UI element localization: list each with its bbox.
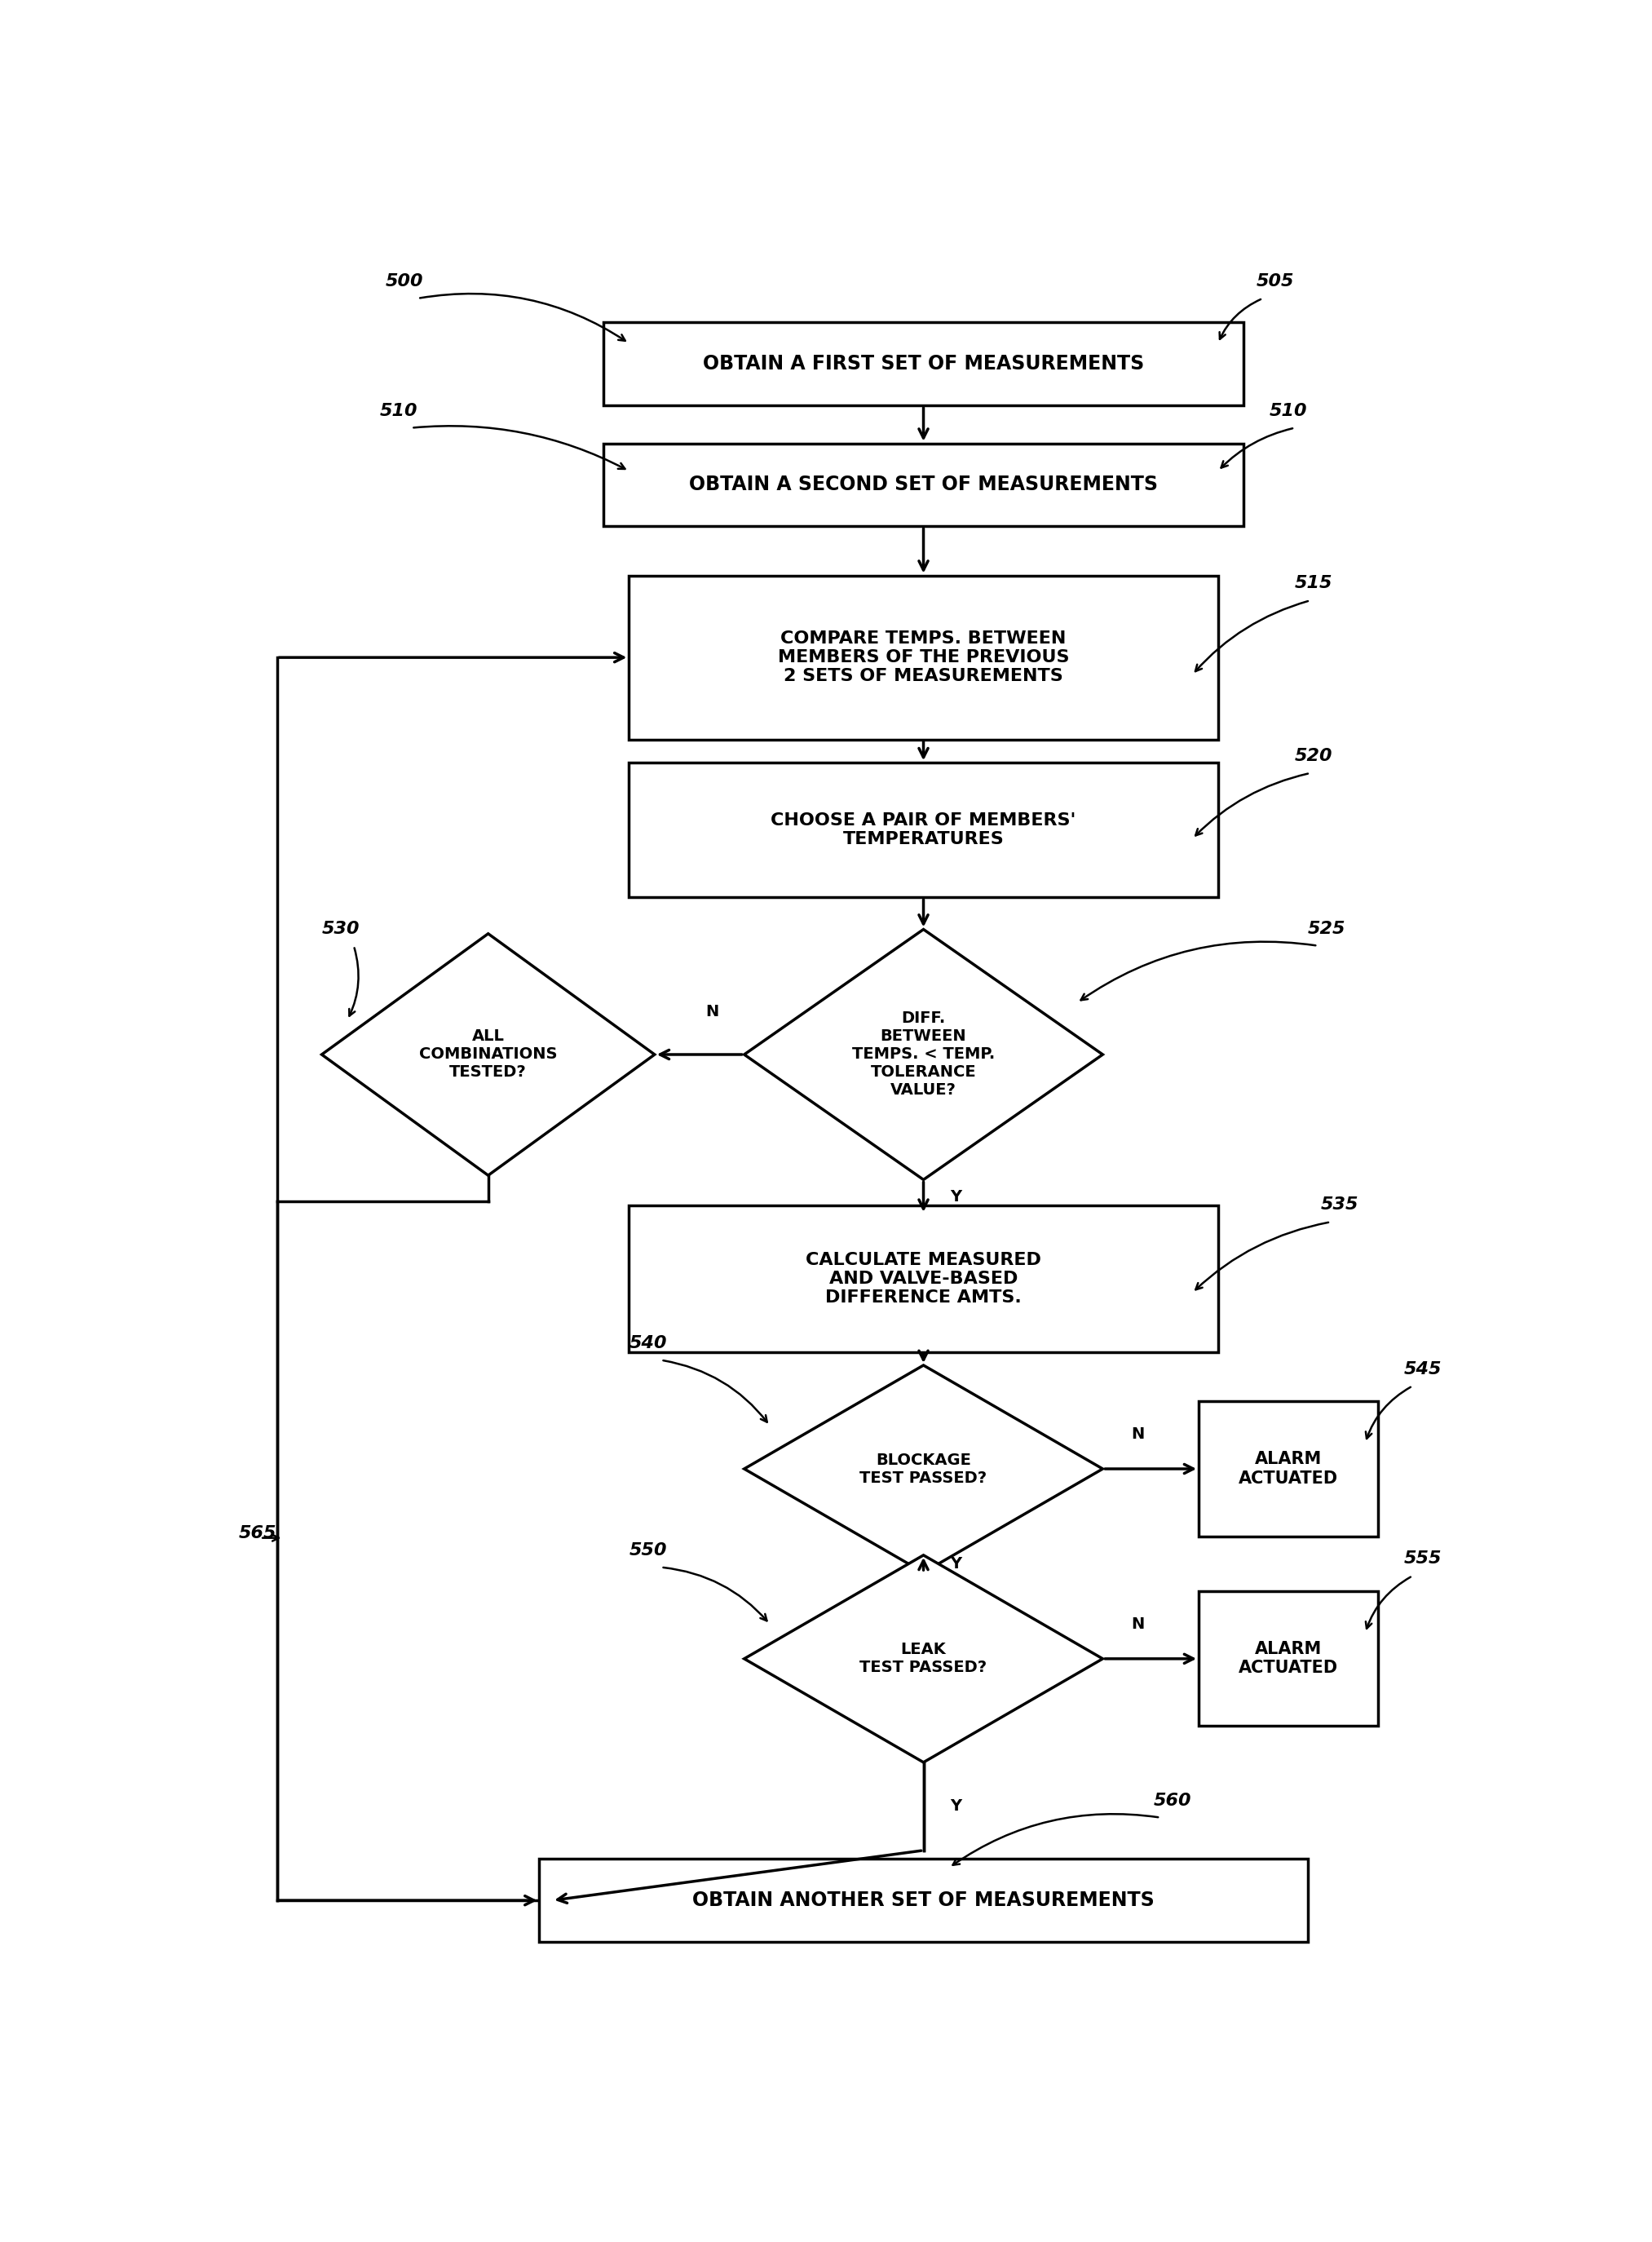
Text: 530: 530 xyxy=(322,921,360,937)
Text: 550: 550 xyxy=(629,1542,667,1558)
FancyBboxPatch shape xyxy=(1199,1401,1378,1536)
Polygon shape xyxy=(322,933,654,1175)
Text: Y: Y xyxy=(950,1798,961,1814)
Text: 520: 520 xyxy=(1295,749,1333,765)
Text: 565: 565 xyxy=(238,1525,276,1540)
Text: LEAK
TEST PASSED?: LEAK TEST PASSED? xyxy=(859,1641,988,1675)
Text: 540: 540 xyxy=(629,1334,667,1352)
FancyBboxPatch shape xyxy=(629,1206,1218,1352)
Polygon shape xyxy=(745,1365,1104,1572)
Text: N: N xyxy=(1132,1426,1145,1442)
Text: DIFF.
BETWEEN
TEMPS. < TEMP.
TOLERANCE
VALUE?: DIFF. BETWEEN TEMPS. < TEMP. TOLERANCE V… xyxy=(852,1011,995,1099)
Text: N: N xyxy=(705,1004,719,1020)
Text: COMPARE TEMPS. BETWEEN
MEMBERS OF THE PREVIOUS
2 SETS OF MEASUREMENTS: COMPARE TEMPS. BETWEEN MEMBERS OF THE PR… xyxy=(778,630,1069,684)
FancyBboxPatch shape xyxy=(1199,1592,1378,1726)
FancyBboxPatch shape xyxy=(540,1859,1308,1942)
Text: 545: 545 xyxy=(1404,1361,1442,1377)
Polygon shape xyxy=(745,930,1104,1179)
Text: BLOCKAGE
TEST PASSED?: BLOCKAGE TEST PASSED? xyxy=(859,1453,988,1486)
Text: 500: 500 xyxy=(387,274,423,289)
Text: OBTAIN A SECOND SET OF MEASUREMENTS: OBTAIN A SECOND SET OF MEASUREMENTS xyxy=(689,475,1158,495)
Text: 505: 505 xyxy=(1257,274,1294,289)
Text: OBTAIN ANOTHER SET OF MEASUREMENTS: OBTAIN ANOTHER SET OF MEASUREMENTS xyxy=(692,1890,1155,1910)
Text: OBTAIN A FIRST SET OF MEASUREMENTS: OBTAIN A FIRST SET OF MEASUREMENTS xyxy=(702,354,1145,374)
Text: N: N xyxy=(1132,1616,1145,1632)
Text: 525: 525 xyxy=(1308,921,1345,937)
Text: ALARM
ACTUATED: ALARM ACTUATED xyxy=(1239,1641,1338,1677)
FancyBboxPatch shape xyxy=(603,323,1244,406)
Text: CALCULATE MEASURED
AND VALVE-BASED
DIFFERENCE AMTS.: CALCULATE MEASURED AND VALVE-BASED DIFFE… xyxy=(806,1251,1041,1307)
Text: 510: 510 xyxy=(380,404,418,419)
Text: Y: Y xyxy=(950,1188,961,1204)
Text: 555: 555 xyxy=(1404,1551,1442,1567)
Text: 560: 560 xyxy=(1155,1791,1191,1809)
Polygon shape xyxy=(745,1556,1104,1762)
Text: Y: Y xyxy=(950,1556,961,1572)
Text: CHOOSE A PAIR OF MEMBERS'
TEMPERATURES: CHOOSE A PAIR OF MEMBERS' TEMPERATURES xyxy=(771,812,1075,847)
FancyBboxPatch shape xyxy=(603,444,1244,527)
FancyBboxPatch shape xyxy=(629,576,1218,740)
FancyBboxPatch shape xyxy=(629,762,1218,897)
Text: ALL
COMBINATIONS
TESTED?: ALL COMBINATIONS TESTED? xyxy=(420,1029,557,1081)
Text: ALARM
ACTUATED: ALARM ACTUATED xyxy=(1239,1451,1338,1486)
Text: 510: 510 xyxy=(1269,404,1307,419)
Text: 515: 515 xyxy=(1295,576,1333,592)
Text: 535: 535 xyxy=(1320,1197,1358,1213)
